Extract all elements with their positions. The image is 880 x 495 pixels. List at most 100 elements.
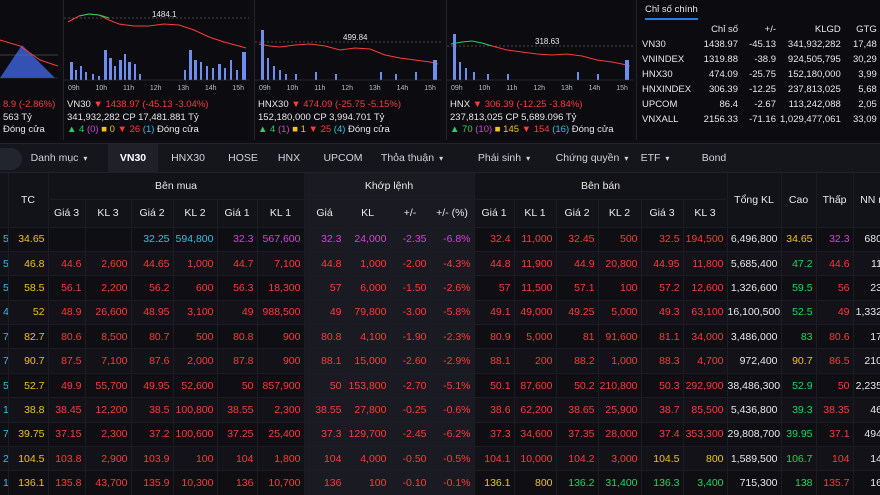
ask-price[interactable]: 57.2 [641,275,684,301]
ask-price[interactable]: 44.8 [474,251,515,277]
bid-price[interactable]: 56.3 [217,275,258,301]
ask-price[interactable]: 38.6 [474,397,515,423]
ask-price[interactable]: 81 [556,324,599,350]
table-row[interactable]: 558.556.12,20056.260056.318,300576,000-1… [0,275,880,301]
tab-vn30[interactable]: VN30 [108,144,158,173]
tab-etf[interactable]: ETF ▾ [636,144,674,173]
bid-price[interactable]: 87.5 [48,348,86,374]
bid-price[interactable]: 44.65 [131,251,174,277]
bid-price[interactable]: 103.9 [131,446,174,472]
ask-price[interactable]: 88.1 [474,348,515,374]
bid-price[interactable]: 50 [217,373,258,399]
ask-price[interactable]: 88.3 [641,348,684,374]
index-row[interactable]: HNX30 474.09 -25.75 152,180,000 3,99 [640,67,879,82]
ask-price[interactable]: 38.7 [641,397,684,423]
minichart-vn30[interactable]: 1484.1 09h 10h 11h 12h 13h 14h 15h VN30 ▼ 1438… [63,0,249,140]
tab-hose[interactable]: HOSE [220,144,266,173]
bid-price[interactable]: 87.6 [131,348,174,374]
bid-price[interactable]: 49 [217,300,258,326]
total-volume-header[interactable]: Tổng KL [727,173,782,228]
ask-price[interactable]: 80.9 [474,324,515,350]
table-row[interactable]: 782.780.68,50080.750080.890080.84,100-1.… [0,324,880,350]
symbol-cell[interactable]: 5 [0,251,9,277]
bid-price[interactable]: 32.3 [217,227,258,252]
ask-price[interactable]: 50.3 [641,373,684,399]
table-row[interactable]: 534.6532.25594,80032.3567,60032.324,000-… [0,227,880,252]
bid-price[interactable]: 32.25 [131,227,174,252]
index-row[interactable]: VN30 1438.97 -45.13 341,932,282 17,48 [640,37,879,52]
ask-price[interactable]: 136.1 [474,470,515,495]
low-header[interactable]: Thấp [816,173,854,228]
index-row[interactable]: HNXINDEX 306.39 -12.25 237,813,025 5,68 [640,82,879,97]
minichart-hnx[interactable]: 318.63 09h 10h 11h 12h 13h 14h 15h HNX ▼ 306.3… [446,0,633,140]
tc-header[interactable]: TC [8,173,49,228]
bid-price[interactable]: 135.8 [48,470,86,495]
symbol-cell[interactable]: 5 [0,227,9,252]
table-row[interactable]: 790.787.57,10087.62,00087.890088.115,000… [0,348,880,374]
bid-price[interactable]: 38.45 [48,397,86,423]
symbol-cell[interactable]: 5 [0,373,9,399]
ask-price[interactable]: 37.35 [556,422,599,448]
symbol-cell[interactable]: 7 [0,324,9,350]
ask-price[interactable]: 136.3 [641,470,684,495]
table-row[interactable]: 739.7537.152,30037.2100,60037.2525,40037… [0,422,880,448]
symbol-cell[interactable]: 1 [0,470,9,495]
table-row[interactable]: 546.844.62,60044.651,00044.77,10044.81,0… [0,251,880,277]
ask-price[interactable]: 32.5 [641,227,684,252]
symbol-cell[interactable]: 2 [0,446,9,472]
symbol-cell[interactable]: 4 [0,300,9,326]
table-row[interactable]: 552.749.955,70049.9552,60050857,90050153… [0,373,880,399]
ask-price[interactable]: 49.25 [556,300,599,326]
tab-thỏa-thuận[interactable]: Thỏa thuận ▾ [376,144,448,173]
ask-price[interactable]: 50.1 [474,373,515,399]
ask-price[interactable]: 49.1 [474,300,515,326]
bid-price[interactable] [48,227,86,252]
bid-price[interactable]: 49.9 [48,373,86,399]
ask-price[interactable]: 88.2 [556,348,599,374]
foreign-buy-header[interactable]: NN mu [853,173,880,228]
bid-price[interactable]: 103.8 [48,446,86,472]
table-row[interactable]: 1136.1135.843,700135.910,30013610,700136… [0,470,880,495]
bid-price[interactable]: 49.95 [131,373,174,399]
ask-price[interactable]: 57.1 [556,275,599,301]
table-row[interactable]: 2104.5103.82,900103.91001041,8001044,000… [0,446,880,472]
bid-price[interactable]: 48.95 [131,300,174,326]
ask-price[interactable]: 38.65 [556,397,599,423]
ask-price[interactable]: 50.2 [556,373,599,399]
high-header[interactable]: Cao [781,173,817,228]
bid-price[interactable]: 87.8 [217,348,258,374]
ask-price[interactable]: 32.4 [474,227,515,252]
bid-price[interactable]: 80.8 [217,324,258,350]
symbol-cell[interactable]: 5 [0,275,9,301]
symbol-cell[interactable]: 1 [0,397,9,423]
bid-price[interactable]: 37.2 [131,422,174,448]
tab-danh-mục[interactable]: Danh mục ▾ [22,144,96,173]
bid-price[interactable]: 44.6 [48,251,86,277]
index-row[interactable]: UPCOM 86.4 -2.67 113,242,088 2,05 [640,97,879,112]
bid-price[interactable]: 48.9 [48,300,86,326]
bid-price[interactable]: 80.6 [48,324,86,350]
ask-price[interactable]: 49.3 [641,300,684,326]
bid-price[interactable]: 38.5 [131,397,174,423]
index-panel-title[interactable]: Chỉ số chính [645,4,698,20]
table-row[interactable]: 138.838.4512,20038.5100,80038.552,30038.… [0,397,880,423]
bid-price[interactable]: 104 [217,446,258,472]
bid-price[interactable]: 37.15 [48,422,86,448]
bid-price[interactable]: 38.55 [217,397,258,423]
bid-price[interactable]: 80.7 [131,324,174,350]
index-row[interactable]: VNXALL 2156.33 -71.16 1,029,477,061 33,09 [640,112,879,127]
minichart-hnx30[interactable]: 499.84 09h 10h 11h 12h 13h 14h 15h HNX30 ▼ 474… [254,0,441,140]
tab-hnx30[interactable]: HNX30 [160,144,216,173]
ask-price[interactable]: 57 [474,275,515,301]
ask-price[interactable]: 104.1 [474,446,515,472]
ask-price[interactable]: 81.1 [641,324,684,350]
bid-price[interactable]: 135.9 [131,470,174,495]
ask-price[interactable]: 37.3 [474,422,515,448]
tab-hnx[interactable]: HNX [268,144,310,173]
search-pill[interactable] [0,148,22,170]
ask-price[interactable]: 104.5 [641,446,684,472]
tab-phái-sinh[interactable]: Phái sinh ▾ [468,144,540,173]
ask-price[interactable]: 44.9 [556,251,599,277]
bid-price[interactable]: 56.1 [48,275,86,301]
index-row[interactable]: VNINDEX 1319.88 -38.9 924,505,795 30,29 [640,52,879,67]
